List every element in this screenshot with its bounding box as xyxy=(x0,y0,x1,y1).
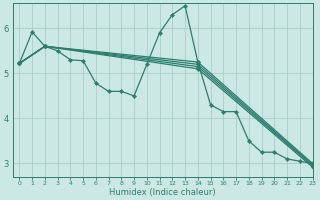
X-axis label: Humidex (Indice chaleur): Humidex (Indice chaleur) xyxy=(109,188,216,197)
